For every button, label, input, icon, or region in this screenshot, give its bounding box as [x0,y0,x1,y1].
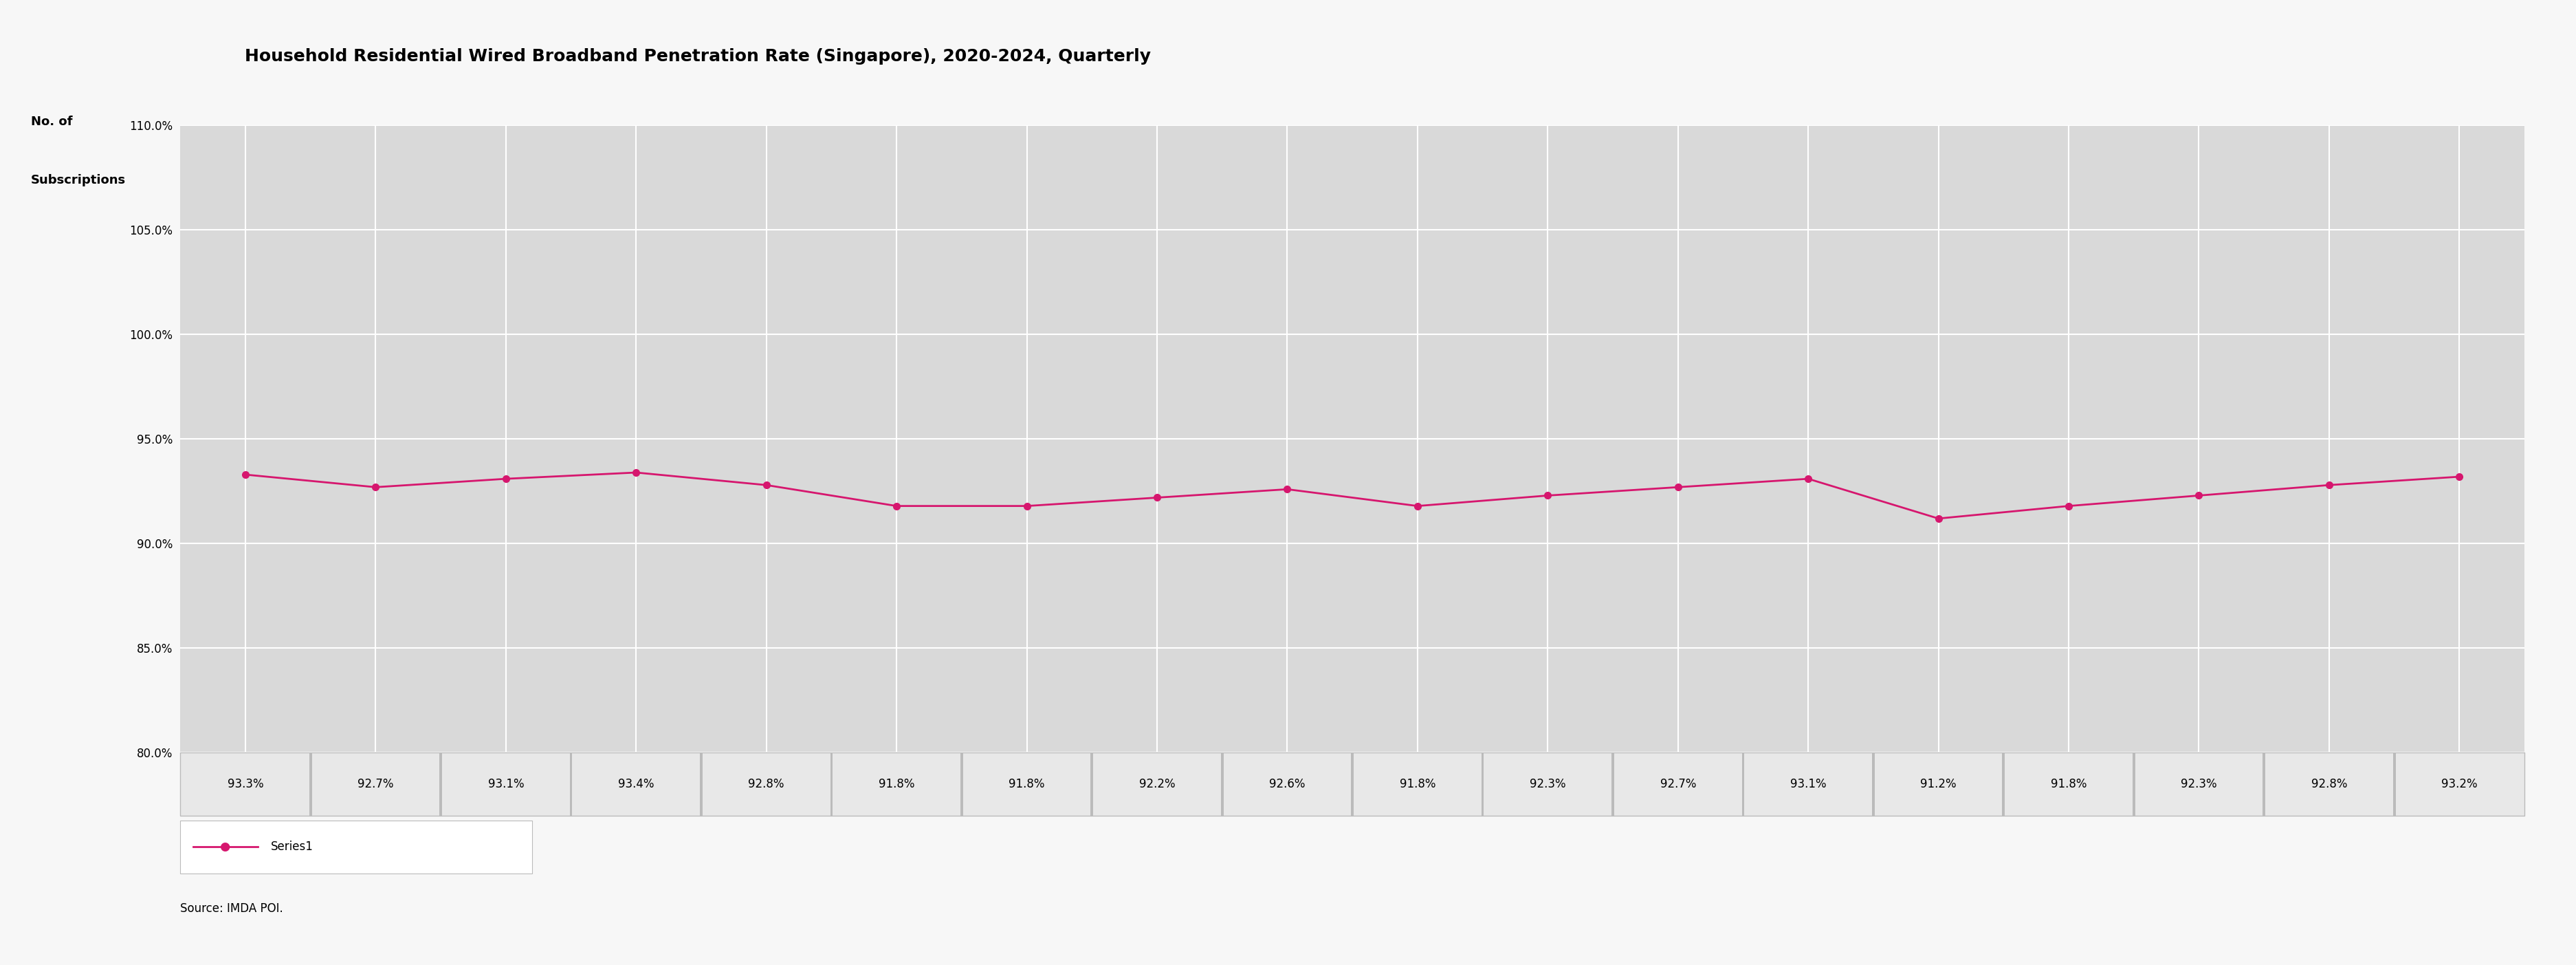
Text: Household Residential Wired Broadband Penetration Rate (Singapore), 2020-2024, Q: Household Residential Wired Broadband Pe… [245,48,1151,65]
Text: 92.2%: 92.2% [1139,778,1175,790]
Text: 91.2%: 91.2% [1919,778,1958,790]
Text: 92.7%: 92.7% [1659,778,1695,790]
Text: 92.7%: 92.7% [358,778,394,790]
Text: 91.8%: 91.8% [2050,778,2087,790]
Text: No. of: No. of [31,116,72,128]
Text: 92.3%: 92.3% [2182,778,2218,790]
Text: Series1: Series1 [270,841,314,853]
Text: Source: IMDA POI.: Source: IMDA POI. [180,902,283,915]
Text: 91.8%: 91.8% [1010,778,1046,790]
Text: 93.1%: 93.1% [1790,778,1826,790]
Text: 91.8%: 91.8% [1399,778,1435,790]
Text: ●: ● [219,841,232,853]
Text: 91.8%: 91.8% [878,778,914,790]
Text: 93.3%: 93.3% [227,778,263,790]
Text: 93.4%: 93.4% [618,778,654,790]
Text: 92.6%: 92.6% [1270,778,1306,790]
Text: 93.2%: 93.2% [2442,778,2478,790]
Text: 92.3%: 92.3% [1530,778,1566,790]
Text: Subscriptions: Subscriptions [31,174,126,186]
Text: 92.8%: 92.8% [747,778,786,790]
Text: 93.1%: 93.1% [487,778,523,790]
Text: 92.8%: 92.8% [2311,778,2347,790]
